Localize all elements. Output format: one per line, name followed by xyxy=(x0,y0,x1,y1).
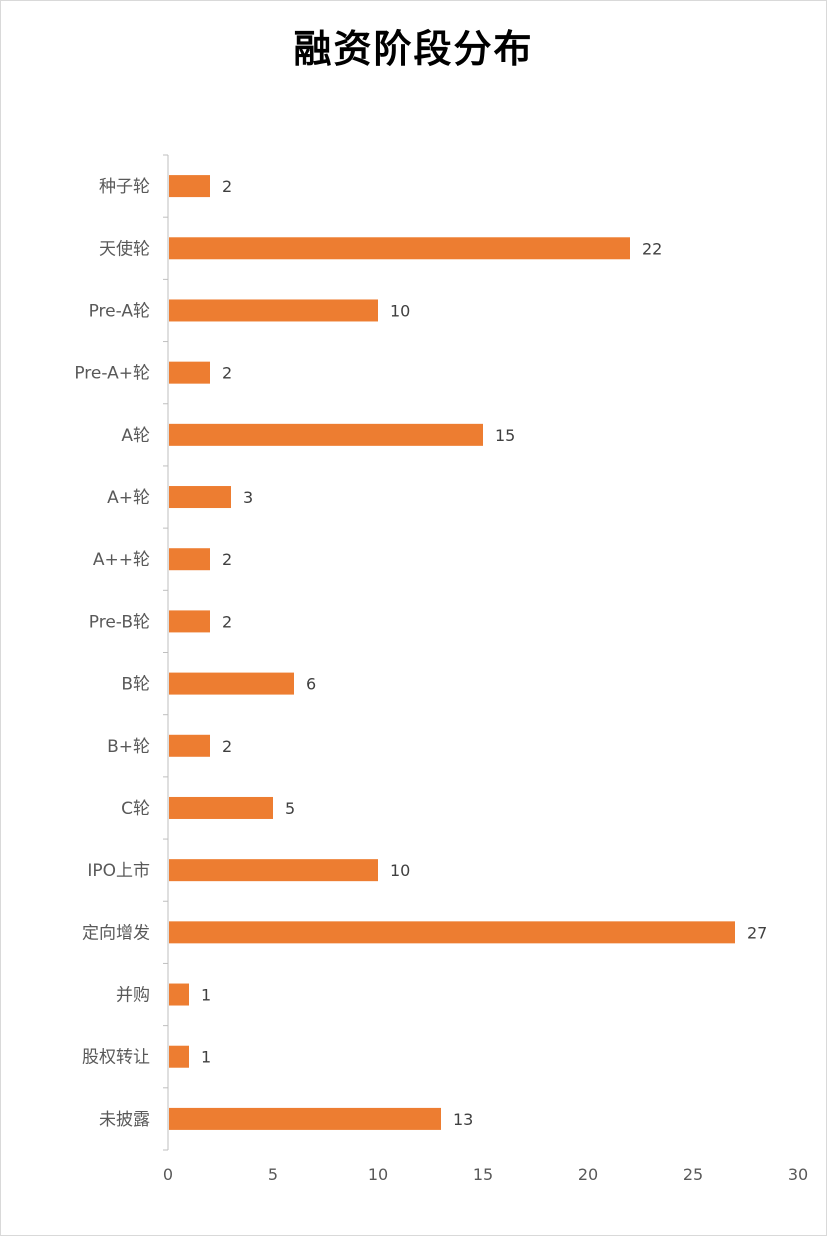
category-label: Pre-A轮 xyxy=(89,301,150,321)
x-tick-label: 30 xyxy=(788,1165,808,1184)
data-label: 1 xyxy=(201,986,211,1005)
data-label: 2 xyxy=(222,737,232,756)
category-label: 未披露 xyxy=(99,1110,150,1130)
category-label: B+轮 xyxy=(107,737,150,757)
bar xyxy=(169,859,378,882)
bar xyxy=(169,796,273,819)
bar xyxy=(169,237,630,260)
bar xyxy=(169,672,294,695)
x-tick-label: 0 xyxy=(163,1165,173,1184)
x-tick-label: 10 xyxy=(368,1165,388,1184)
data-label: 2 xyxy=(222,612,232,631)
bar xyxy=(169,423,483,446)
category-label: A++轮 xyxy=(93,550,150,570)
data-label: 3 xyxy=(243,488,253,507)
data-label: 2 xyxy=(222,550,232,569)
category-label: 种子轮 xyxy=(99,177,150,197)
chart-title: 融资阶段分布 xyxy=(293,26,534,71)
data-label: 1 xyxy=(201,1048,211,1067)
data-label: 15 xyxy=(495,426,515,445)
data-label: 5 xyxy=(285,799,295,818)
bar xyxy=(169,548,210,571)
category-label: 并购 xyxy=(116,986,150,1006)
bar xyxy=(169,921,735,944)
bar xyxy=(169,1045,189,1068)
x-tick-label: 20 xyxy=(578,1165,598,1184)
category-label: Pre-B轮 xyxy=(89,612,150,632)
category-label: IPO上市 xyxy=(87,861,150,881)
bar xyxy=(169,734,210,757)
bar xyxy=(169,486,231,509)
bar xyxy=(169,610,210,633)
x-tick-label: 5 xyxy=(268,1165,278,1184)
bar xyxy=(169,299,378,322)
category-label: B轮 xyxy=(121,675,150,695)
data-label: 2 xyxy=(222,177,232,196)
category-label: C轮 xyxy=(121,799,150,819)
data-label: 6 xyxy=(306,675,316,694)
category-label: 天使轮 xyxy=(99,238,150,259)
bar xyxy=(169,983,189,1006)
category-label: Pre-A+轮 xyxy=(74,364,150,384)
bar xyxy=(169,361,210,384)
data-label: 27 xyxy=(747,923,767,942)
data-label: 10 xyxy=(390,861,410,880)
data-label: 13 xyxy=(453,1110,473,1129)
data-label: 2 xyxy=(222,364,232,383)
data-label: 10 xyxy=(390,301,410,320)
data-label: 22 xyxy=(642,239,662,258)
x-tick-label: 25 xyxy=(683,1165,703,1184)
bar xyxy=(169,175,210,198)
x-tick-label: 15 xyxy=(473,1165,493,1184)
category-label: 股权转让 xyxy=(82,1048,150,1068)
category-label: A轮 xyxy=(121,426,150,446)
category-label: A+轮 xyxy=(107,488,150,508)
category-label: 定向增发 xyxy=(82,923,150,943)
bar xyxy=(169,1107,441,1130)
